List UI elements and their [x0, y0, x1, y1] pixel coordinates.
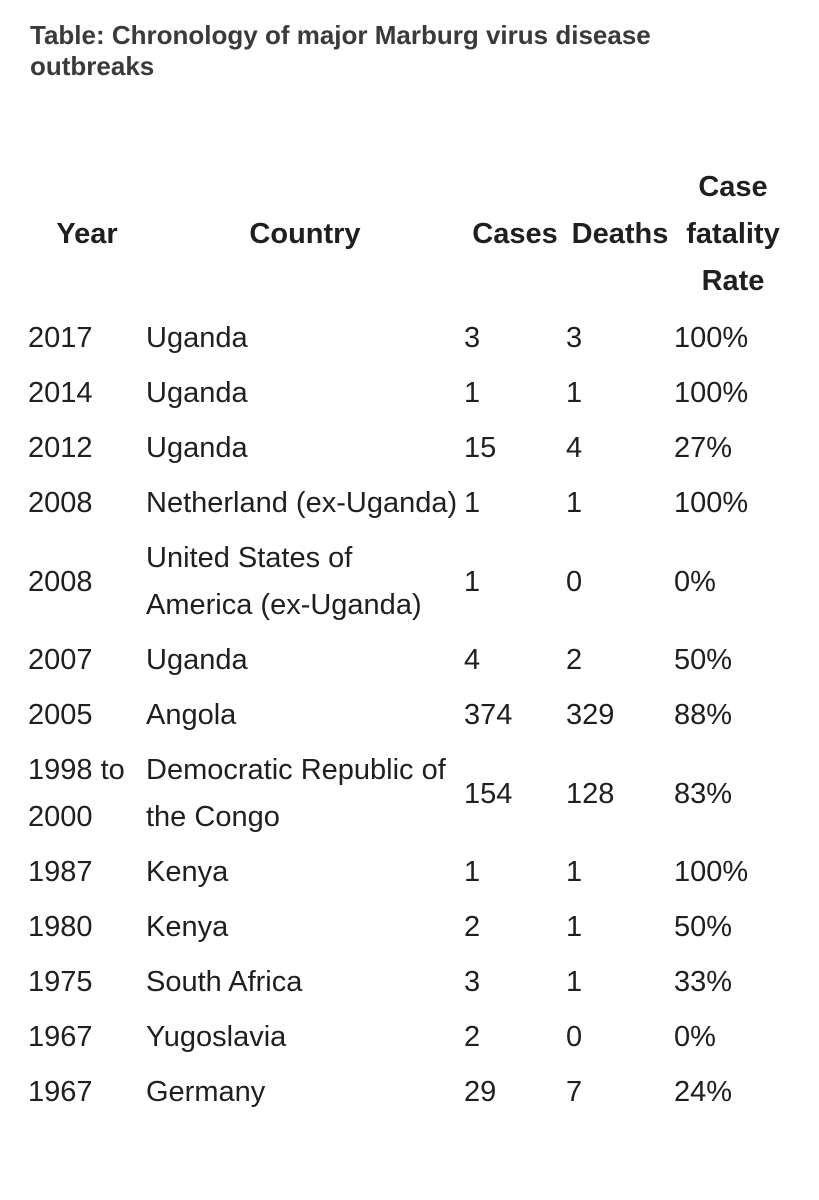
header-cfr-line-2: fatality — [686, 218, 780, 250]
header-deaths: Deaths — [571, 218, 669, 250]
header-cfr-line-3: Rate — [701, 265, 765, 297]
cell-year: 2008 — [28, 565, 93, 598]
table-row: 1967 Germany 29 7 24% — [28, 1065, 792, 1120]
cell-year: 1998 to 2000 — [28, 754, 125, 833]
cell-deaths: 4 — [566, 432, 583, 464]
table-row: 1980 Kenya 2 1 50% — [28, 900, 792, 955]
table-row: 2012 Uganda 15 4 27% — [28, 421, 792, 476]
cell-case-fatality-rate: 27% — [674, 432, 733, 464]
cell-cases: 2 — [464, 911, 481, 943]
cell-country: Uganda — [146, 644, 248, 676]
cell-cases: 15 — [464, 432, 497, 464]
cell-cases: 1 — [464, 487, 481, 519]
cell-country: South Africa — [146, 966, 303, 998]
cell-cases: 374 — [464, 699, 513, 731]
table-row: 2008 Netherland (ex-Uganda) 1 1 100% — [28, 476, 792, 531]
cell-country: Germany — [146, 1076, 266, 1108]
cell-deaths: 1 — [566, 377, 583, 409]
cell-deaths: 1 — [566, 966, 583, 998]
cell-cases: 3 — [464, 322, 481, 354]
table-row: 2005 Angola 374 329 88% — [28, 688, 792, 743]
cell-year: 2014 — [28, 377, 93, 409]
header-cases: Cases — [472, 218, 558, 250]
cell-deaths: 0 — [566, 565, 583, 598]
header-year: Year — [56, 218, 118, 250]
cell-country: Uganda — [146, 377, 248, 409]
table-caption: Table: Chronology of major Marburg virus… — [30, 20, 651, 81]
cell-country: Uganda — [146, 432, 248, 464]
header-row: Year Country Cases Deaths Case fatality … — [28, 164, 792, 311]
cell-year: 2012 — [28, 432, 93, 464]
cell-case-fatality-rate: 100% — [674, 322, 749, 354]
table-row: 1967 Yugoslavia 2 0 0% — [28, 1010, 792, 1065]
cell-deaths: 1 — [566, 911, 583, 943]
cell-cases: 1 — [464, 565, 481, 598]
cell-cases: 3 — [464, 966, 481, 998]
cell-country: Uganda — [146, 322, 248, 354]
cell-cases: 2 — [464, 1021, 481, 1053]
table-row: 1998 to 2000 Democratic Republic of the C… — [28, 743, 792, 845]
table-row: 2007 Uganda 4 2 50% — [28, 633, 792, 688]
cell-country: Netherland (ex-Uganda) — [146, 487, 458, 519]
table-row: 2008 United States of America (ex-Uganda)… — [28, 531, 792, 633]
cell-year: 1967 — [28, 1076, 93, 1108]
cell-cases: 4 — [464, 644, 481, 676]
cell-cases: 154 — [464, 777, 513, 810]
table-row: 2017 Uganda 3 3 100% — [28, 311, 792, 366]
cell-country: Kenya — [146, 911, 229, 943]
header-country: Country — [249, 218, 361, 250]
cell-deaths: 7 — [566, 1076, 583, 1108]
table-body: 2017 Uganda 3 3 100% 2014 Uganda 1 1 100% 2012 Ugan… — [28, 311, 792, 1120]
header-case-fatality-rate: Case fatality Rate — [674, 164, 792, 311]
cell-deaths: 3 — [566, 322, 583, 354]
cell-cases: 29 — [464, 1076, 497, 1108]
cell-case-fatality-rate: 100% — [674, 487, 749, 519]
cell-country: Angola — [146, 699, 237, 731]
cell-deaths: 329 — [566, 699, 615, 731]
cell-case-fatality-rate: 0% — [674, 565, 716, 598]
cell-case-fatality-rate: 100% — [674, 377, 749, 409]
cell-year: 2007 — [28, 644, 93, 676]
cell-cases: 1 — [464, 377, 481, 409]
table-row: 1975 South Africa 3 1 33% — [28, 955, 792, 1010]
cell-country: United States of America (ex-Uganda) — [146, 542, 422, 621]
cell-deaths: 128 — [566, 777, 615, 810]
table-row: 1987 Kenya 1 1 100% — [28, 845, 792, 900]
cell-deaths: 2 — [566, 644, 583, 676]
outbreaks-table: Year Country Cases Deaths Case fatality … — [28, 164, 792, 1120]
cell-year: 2005 — [28, 699, 93, 731]
cell-year: 2008 — [28, 487, 93, 519]
cell-country: Democratic Republic of the Congo — [146, 754, 446, 833]
cell-year: 1980 — [28, 911, 93, 943]
table-row: 2014 Uganda 1 1 100% — [28, 366, 792, 421]
cell-case-fatality-rate: 50% — [674, 644, 733, 676]
cell-year: 2017 — [28, 322, 93, 354]
cell-case-fatality-rate: 0% — [674, 1021, 716, 1053]
cell-deaths: 1 — [566, 487, 583, 519]
cell-country: Yugoslavia — [146, 1021, 287, 1053]
cell-year: 1987 — [28, 856, 93, 888]
cell-deaths: 0 — [566, 1021, 583, 1053]
cell-case-fatality-rate: 88% — [674, 699, 733, 731]
cell-case-fatality-rate: 33% — [674, 966, 733, 998]
cell-case-fatality-rate: 100% — [674, 856, 749, 888]
cell-year: 1967 — [28, 1021, 93, 1053]
cell-cases: 1 — [464, 856, 481, 888]
cell-deaths: 1 — [566, 856, 583, 888]
cell-case-fatality-rate: 50% — [674, 911, 733, 943]
cell-case-fatality-rate: 83% — [674, 777, 733, 810]
cell-case-fatality-rate: 24% — [674, 1076, 733, 1108]
cell-year: 1975 — [28, 966, 93, 998]
header-cfr-line-1: Case — [698, 171, 768, 203]
cell-country: Kenya — [146, 856, 229, 888]
